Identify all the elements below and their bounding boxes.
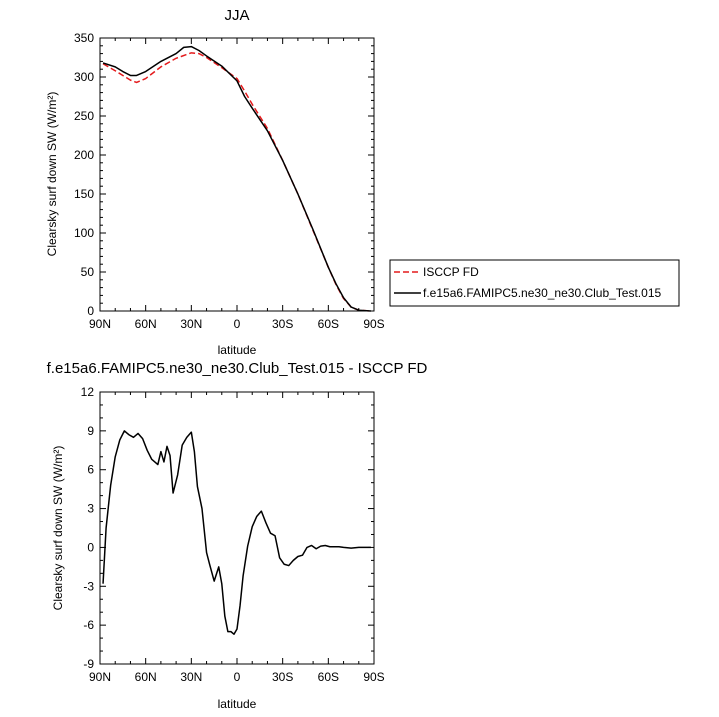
bottom-chart-plot-area <box>102 430 371 635</box>
bottom-y-tick-label: 9 <box>87 424 94 438</box>
bottom-x-tick-label: 60N <box>135 670 157 684</box>
top-y-tick-label: 100 <box>74 226 94 240</box>
top-chart-x-axis-label: latitude <box>218 343 257 357</box>
bottom-x-tick-label: 0 <box>234 670 241 684</box>
top-series-line-0 <box>102 52 372 312</box>
bottom-x-tick-label: 90N <box>89 670 111 684</box>
top-x-tick-label: 30N <box>180 317 202 331</box>
bottom-chart-x-axis-label: latitude <box>218 697 257 711</box>
bottom-y-tick-label: 3 <box>87 502 94 516</box>
bottom-y-tick-label: 6 <box>87 463 94 477</box>
top-chart-legend: ISCCP FD f.e15a6.FAMIPC5.ne30_ne30.Club_… <box>389 259 680 307</box>
bottom-chart: f.e15a6.FAMIPC5.ne30_ne30.Club_Test.015 … <box>47 360 428 711</box>
legend-label-isccp: ISCCP FD <box>423 265 479 279</box>
top-y-tick-label: 50 <box>81 265 95 279</box>
top-x-tick-label: 30S <box>272 317 293 331</box>
bottom-x-tick-label: 30N <box>180 670 202 684</box>
top-chart-title: JJA <box>224 7 249 24</box>
bottom-y-tick-label: -6 <box>83 618 94 632</box>
top-y-tick-label: 350 <box>74 31 94 45</box>
bottom-y-tick-label: 0 <box>87 540 94 554</box>
bottom-y-tick-label: -3 <box>83 579 94 593</box>
top-x-tick-label: 60S <box>318 317 339 331</box>
top-x-tick-label: 90S <box>363 317 384 331</box>
top-x-tick-label: 60N <box>135 317 157 331</box>
bottom-y-tick-label: -9 <box>83 657 94 671</box>
top-x-tick-label: 0 <box>234 317 241 331</box>
top-y-tick-label: 150 <box>74 187 94 201</box>
top-y-tick-label: 300 <box>74 70 94 84</box>
top-chart-y-ticks: 0 50 100 150 200 250 300 350 <box>74 31 374 318</box>
bottom-chart-y-ticks: -9 -6 -3 0 3 6 9 12 <box>81 385 374 671</box>
legend-box <box>389 259 680 307</box>
bottom-chart-title: f.e15a6.FAMIPC5.ne30_ne30.Club_Test.015 … <box>47 360 428 377</box>
top-chart: JJA 90N 60N 30N 0 30S 60S 90S 0 50 100 150 200 250 3… <box>45 7 680 357</box>
bottom-chart-x-ticks: 90N 60N 30N 0 30S 60S 90S <box>89 392 385 684</box>
top-y-tick-label: 0 <box>87 304 94 318</box>
top-series-line-1 <box>102 45 372 312</box>
top-chart-y-axis-label: Clearsky surf down SW (W/m²) <box>45 92 59 257</box>
bottom-x-tick-label: 90S <box>363 670 384 684</box>
top-x-tick-label: 90N <box>89 317 111 331</box>
bottom-y-tick-label: 12 <box>81 385 95 399</box>
top-chart-x-ticks: 90N 60N 30N 0 30S 60S 90S <box>89 38 385 331</box>
bottom-chart-frame <box>99 391 375 665</box>
bottom-series-line-0 <box>102 430 371 635</box>
bottom-chart-y-axis-label: Clearsky surf down SW (W/m²) <box>51 446 65 611</box>
top-y-tick-label: 200 <box>74 148 94 162</box>
bottom-x-tick-label: 30S <box>272 670 293 684</box>
top-y-tick-label: 250 <box>74 109 94 123</box>
legend-label-model: f.e15a6.FAMIPC5.ne30_ne30.Club_Test.015 <box>423 286 661 300</box>
bottom-x-tick-label: 60S <box>318 670 339 684</box>
top-chart-plot-area <box>102 45 372 312</box>
